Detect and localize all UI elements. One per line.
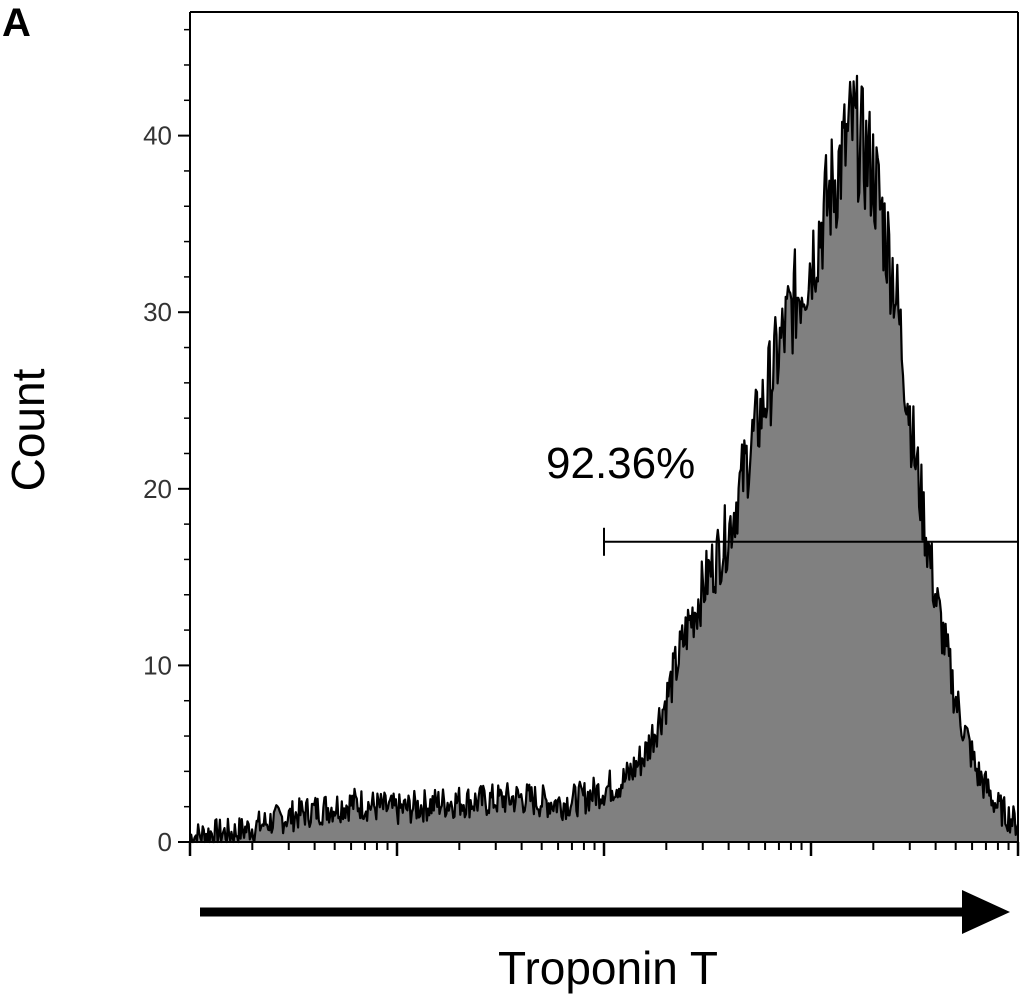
y-tick-label: 10: [143, 650, 172, 680]
histogram-outline: [189, 74, 1020, 844]
gate: 92.36%: [546, 439, 1018, 556]
y-tick-label: 0: [158, 827, 172, 857]
y-tick-label: 30: [143, 297, 172, 327]
x-axis: [188, 841, 1020, 856]
arrow-head: [962, 890, 1010, 934]
gate-percentage-label: 92.36%: [546, 439, 695, 488]
y-axis: 0 10 20 30 40: [143, 12, 191, 857]
y-tick-label: 20: [143, 474, 172, 504]
y-axis-title: Count: [2, 368, 54, 491]
y-tick-label: 40: [143, 121, 172, 151]
x-axis-arrow: [200, 890, 1010, 934]
x-axis-title: Troponin T: [498, 942, 718, 994]
panel-label: A: [2, 1, 31, 45]
plot-area: [189, 11, 1020, 844]
histogram-fill: [190, 75, 1018, 843]
